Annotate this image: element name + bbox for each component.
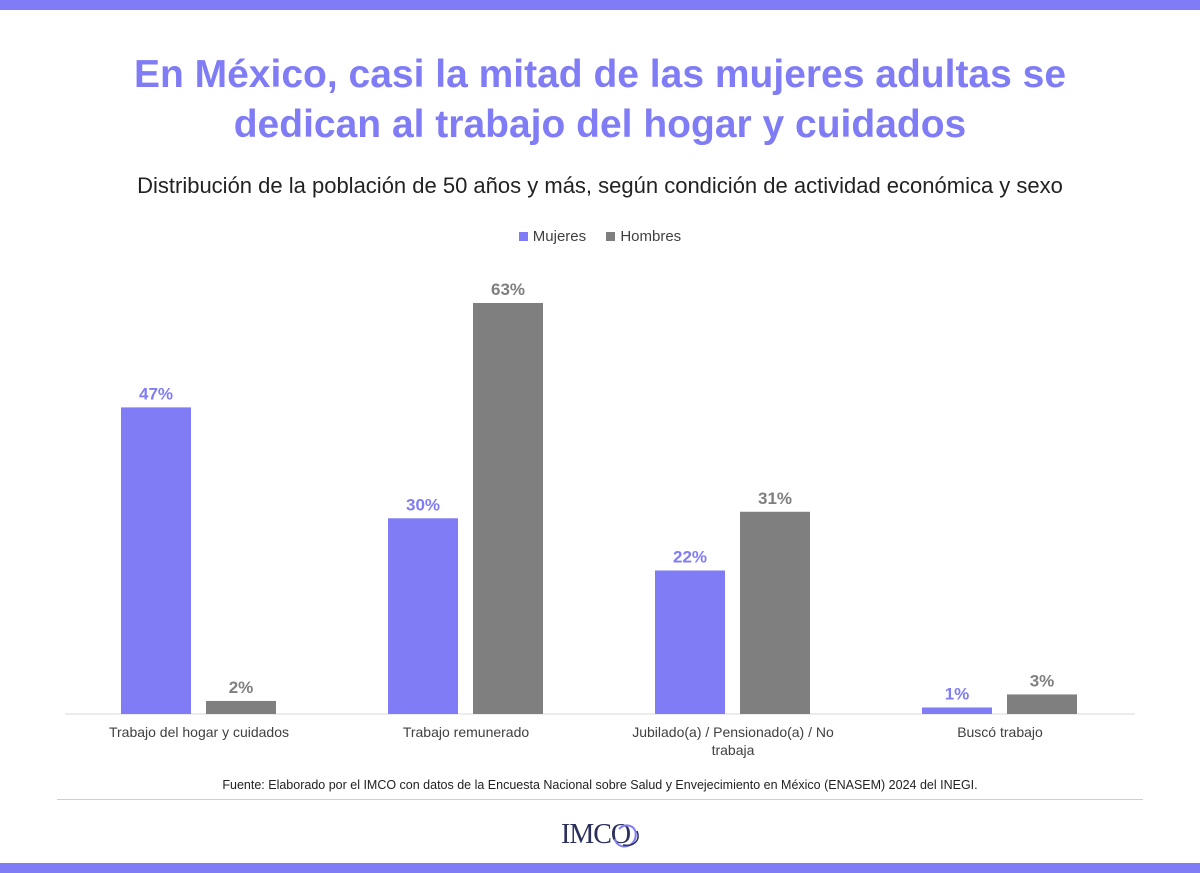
bar-mujeres-2 [655, 570, 725, 714]
legend-item-mujeres: Mujeres [518, 228, 587, 245]
logo-swirl-icon [614, 824, 639, 848]
chart-legend: Mujeres Hombres [0, 228, 1200, 245]
bar-mujeres-3 [922, 707, 992, 714]
category-label-0-0: Trabajo del hogar y cuidados [109, 724, 289, 740]
footer-divider [57, 799, 1143, 800]
category-label-1-0: Trabajo remunerado [403, 724, 530, 740]
data-label-mujeres-1: 30% [406, 495, 440, 514]
data-label-hombres-1: 63% [491, 280, 525, 299]
title-line-1: En México, casi la mitad de las mujeres … [133, 53, 1067, 96]
title-line-2: dedican al trabajo del hogar y cuidados [233, 103, 967, 146]
data-label-mujeres-0: 47% [139, 384, 173, 403]
bar-mujeres-0 [121, 407, 191, 714]
legend-swatch-hombres [606, 232, 616, 241]
bar-mujeres-1 [388, 518, 458, 714]
bottom-accent-band [0, 863, 1200, 873]
data-label-mujeres-3: 1% [945, 684, 970, 703]
category-label-2-1: trabaja [712, 742, 755, 758]
data-label-hombres-2: 31% [758, 489, 792, 508]
bar-chart: 47% 30% 22% 1% 2% 63% 31% 3% Trabajo del hogar y… [65, 280, 1135, 758]
legend-swatch-mujeres [518, 232, 528, 241]
chart-subtitle: Distribución de la población de 50 años … [137, 173, 1063, 198]
source-note: Fuente: Elaborado por el IMCO con datos … [222, 778, 978, 792]
top-accent-band [0, 0, 1200, 10]
legend-label-hombres: Hombres [620, 228, 682, 245]
data-label-hombres-0: 2% [229, 678, 254, 697]
legend-item-hombres: Hombres [606, 228, 681, 245]
legend-label-mujeres: Mujeres [532, 228, 587, 245]
data-label-mujeres-2: 22% [673, 547, 707, 566]
bar-hombres-2 [740, 511, 810, 714]
bar-hombres-0 [206, 700, 276, 714]
chart-title: En México, casi la mitad de las mujeres … [0, 50, 1200, 150]
bar-hombres-1 [473, 303, 543, 714]
bar-hombres-3 [1007, 694, 1077, 714]
category-label-2-0: Jubilado(a) / Pensionado(a) / No [632, 724, 834, 740]
imco-logo: IMCO [557, 815, 643, 855]
data-label-hombres-3: 3% [1030, 671, 1055, 690]
category-label-3-0: Buscó trabajo [957, 724, 1043, 740]
